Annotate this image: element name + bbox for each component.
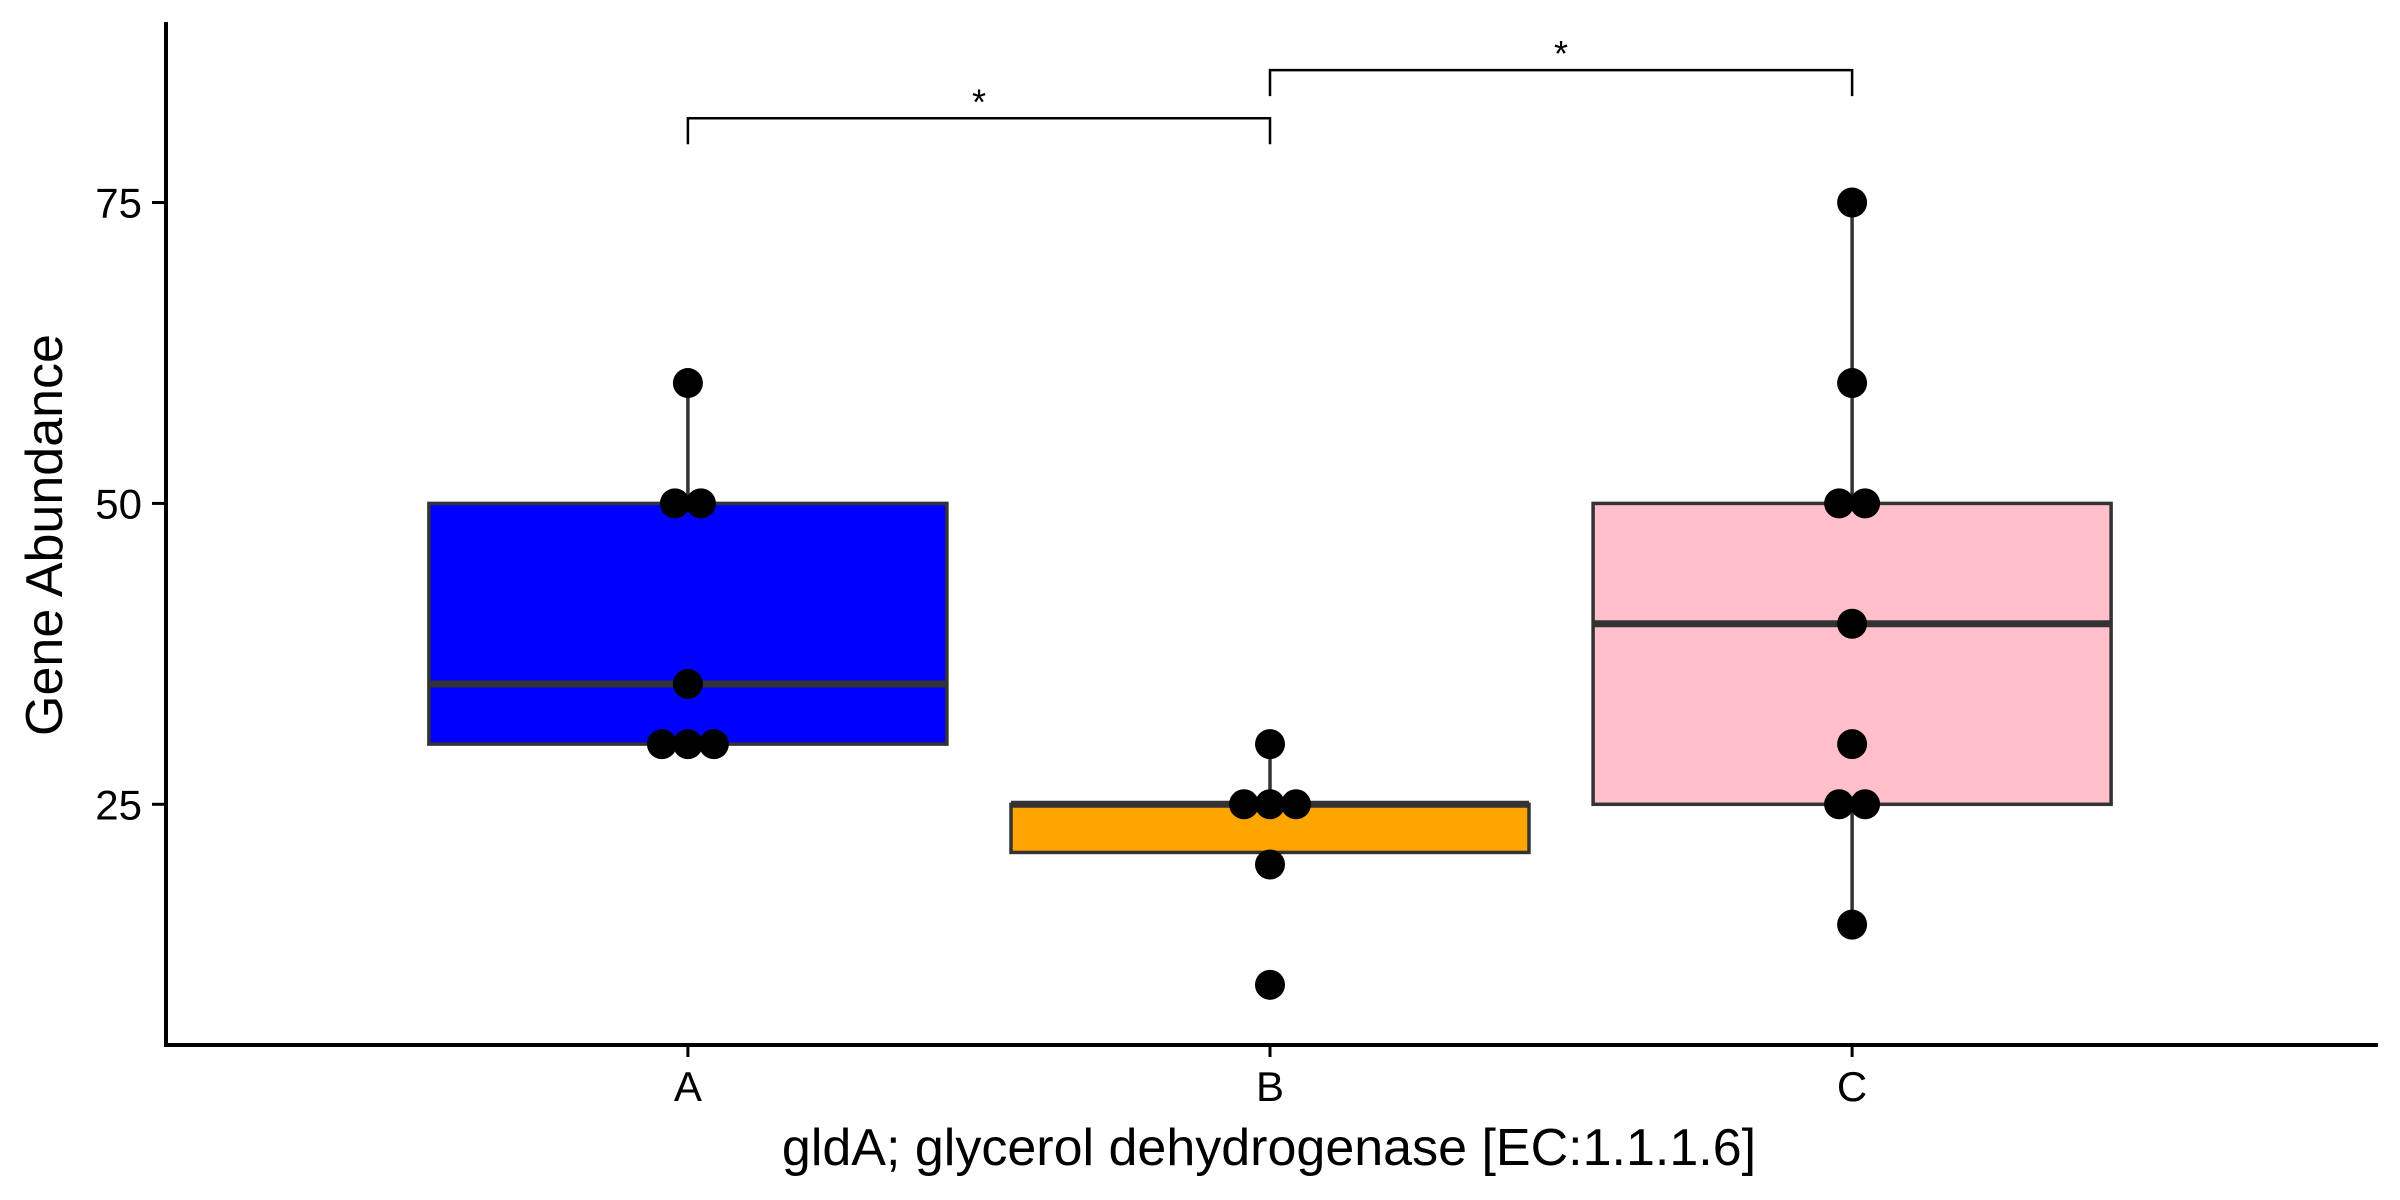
box [1591,501,2113,807]
significance-bracket: * [1268,33,1854,97]
data-point [672,729,703,760]
data-point [1255,729,1285,760]
plot-area: ** [427,33,2113,1000]
data-point [1824,789,1855,820]
data-point [1824,488,1855,519]
data-point [1837,187,1868,218]
bracket-line [1268,68,1854,97]
x-axis-title: gldA; glycerol dehydrogenase [EC:1.1.1.6… [782,1119,1756,1177]
y-tick-label: 50 [95,480,142,527]
data-point [1255,969,1285,1000]
data-point [672,668,703,699]
box-group-b [1009,729,1531,1000]
y-tick-label: 75 [95,180,142,227]
data-point [672,368,703,399]
data-point [698,729,729,760]
y-axis-title: Gene Abundance [16,334,74,736]
data-point [659,488,690,519]
box [427,501,949,746]
data-point [1255,849,1285,880]
data-point [685,488,716,519]
x-tick-label: B [1256,1063,1284,1110]
data-point [1837,368,1868,399]
significance-bracket: * [686,81,1272,145]
data-point [1837,729,1868,760]
axes: 25 50 75 A B C [95,22,2378,1110]
data-point [1255,789,1285,820]
bracket-line [686,117,1272,145]
data-point [1229,789,1259,820]
data-point [646,729,677,760]
data-point [1837,608,1868,639]
x-tick-label: A [674,1063,702,1110]
box-group-c [1591,187,2113,940]
significance-label: * [1554,33,1568,74]
box-group-a [427,368,949,760]
x-tick-label: C [1837,1063,1867,1110]
data-point [1850,789,1881,820]
y-tick-label: 25 [95,781,142,828]
data-point [1281,789,1311,820]
data-point [1837,909,1868,940]
significance-label: * [972,81,986,122]
data-point [1850,488,1881,519]
